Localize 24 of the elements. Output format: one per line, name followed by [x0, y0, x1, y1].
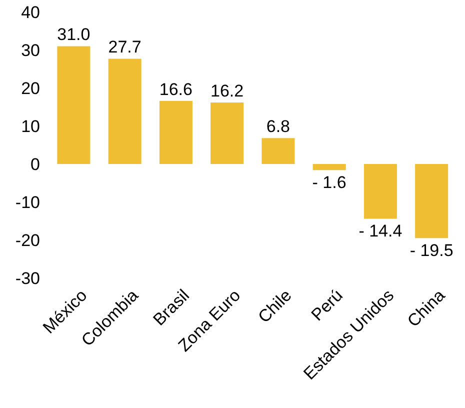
bar: [312, 164, 346, 170]
y-tick-label: -10: [15, 193, 40, 212]
y-tick-label: 10: [21, 117, 40, 136]
data-label: 27.7: [108, 38, 142, 57]
bar: [364, 164, 397, 219]
y-tick-label: 30: [21, 41, 40, 60]
bar: [210, 102, 244, 164]
bar: [159, 100, 192, 164]
data-label: 31.0: [57, 25, 90, 44]
data-label: 16.6: [159, 80, 192, 99]
y-tick-label: 40: [21, 3, 40, 22]
data-label: - 19.5: [410, 241, 454, 260]
y-tick-label: -30: [15, 269, 40, 288]
y-tick-label: 20: [21, 79, 40, 98]
bar: [108, 58, 142, 164]
data-label: - 14.4: [358, 222, 402, 241]
y-tick-label: 0: [30, 155, 40, 174]
bar: [415, 164, 448, 238]
bar: [262, 138, 295, 164]
data-label: 16.2: [210, 81, 244, 100]
bar: [57, 46, 90, 164]
data-label: 6.8: [266, 117, 290, 136]
y-tick-label: -20: [15, 231, 40, 250]
data-label: - 1.6: [312, 173, 346, 192]
